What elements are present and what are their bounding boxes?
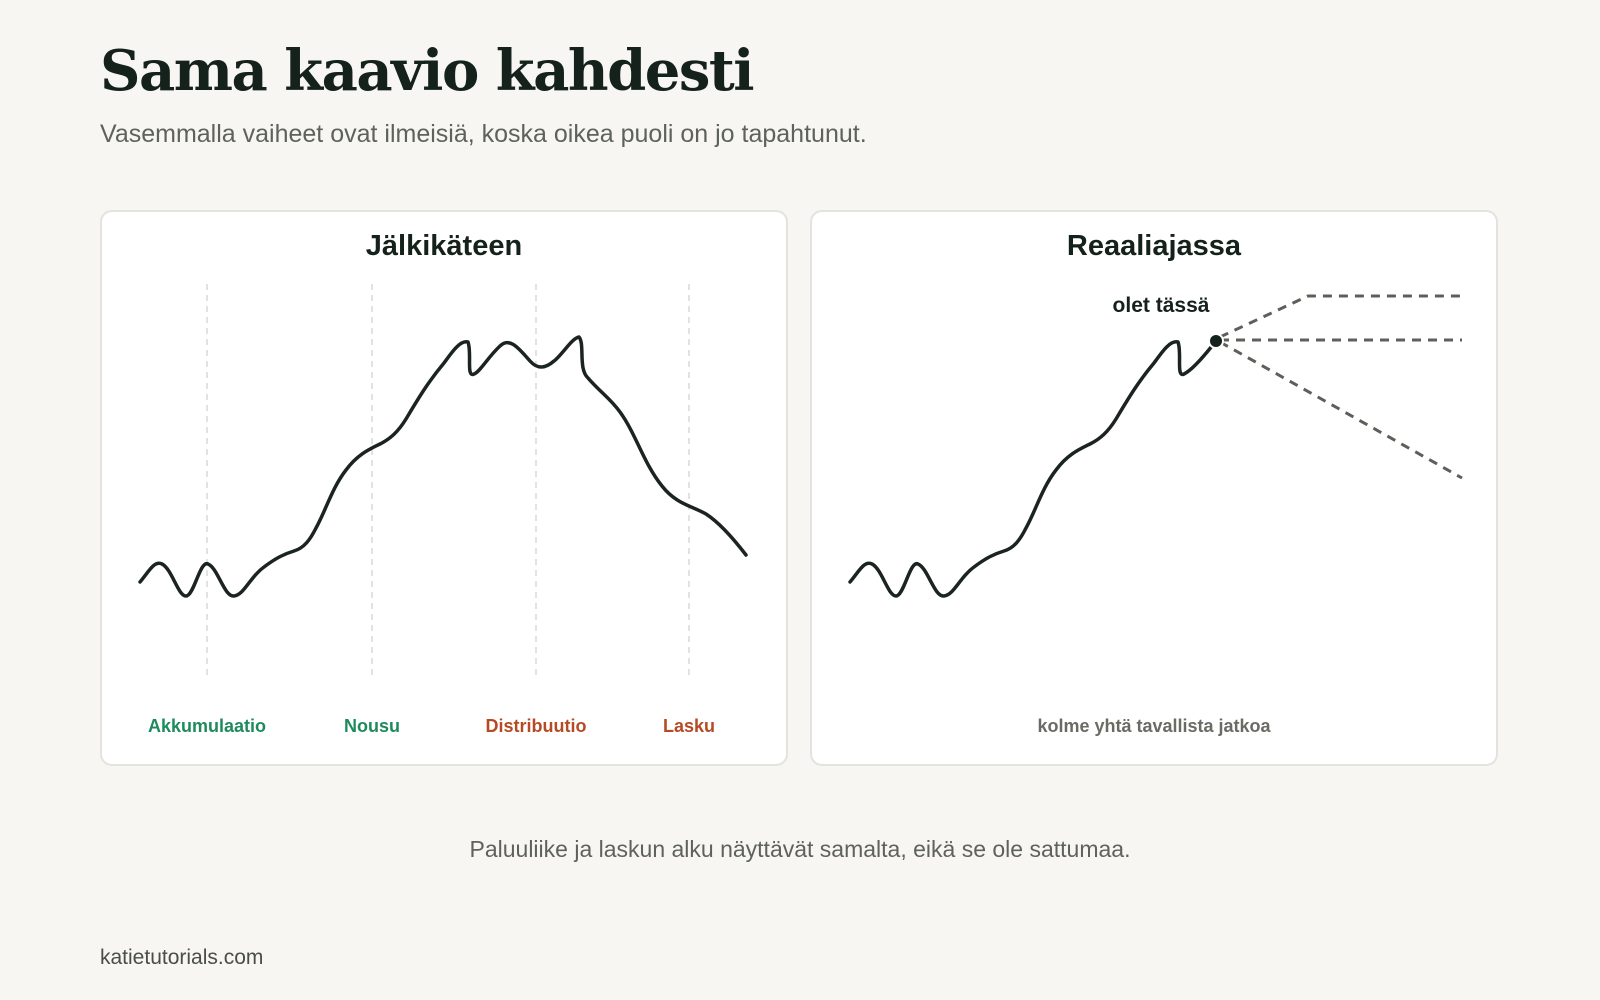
you-are-here-marker: [1208, 333, 1224, 349]
site-link[interactable]: katietutorials.com: [100, 946, 264, 969]
phase-label-accumulation: Akkumulaatio: [147, 716, 267, 736]
future-path-down: [1219, 340, 1463, 480]
realtime-panel-title: Reaaliajassa: [1066, 230, 1242, 262]
price-line: [848, 340, 1214, 598]
footnote: Paluuliike ja laskun alku näyttävät sama…: [469, 836, 1131, 862]
phase-label-distribution: Distribuutio: [485, 716, 587, 736]
realtime-chart: [848, 294, 1463, 598]
page-title: Sama kaavio kahdesti: [100, 38, 755, 104]
phase-label-markup: Nousu: [344, 716, 400, 736]
hindsight-panel-title: Jälkikäteen: [365, 230, 523, 262]
phase-dividers: [206, 284, 690, 680]
hindsight-panel: Jälkikäteen Akkumulaatio Nousu Distribuu…: [100, 210, 788, 766]
price-line: [138, 335, 748, 598]
realtime-panel: Reaaliajassa olet tässä kolme yhtä taval…: [810, 210, 1498, 766]
you-are-here-label: olet tässä: [1112, 294, 1210, 317]
page-subtitle: Vasemmalla vaiheet ovat ilmeisiä, koska …: [100, 120, 867, 148]
continuations-caption: kolme yhtä tavallista jatkoa: [1037, 716, 1271, 736]
future-path-up: [1219, 294, 1462, 339]
phase-label-markdown: Lasku: [662, 716, 716, 736]
possible-continuations: [1219, 294, 1463, 480]
hindsight-chart: [138, 284, 748, 680]
